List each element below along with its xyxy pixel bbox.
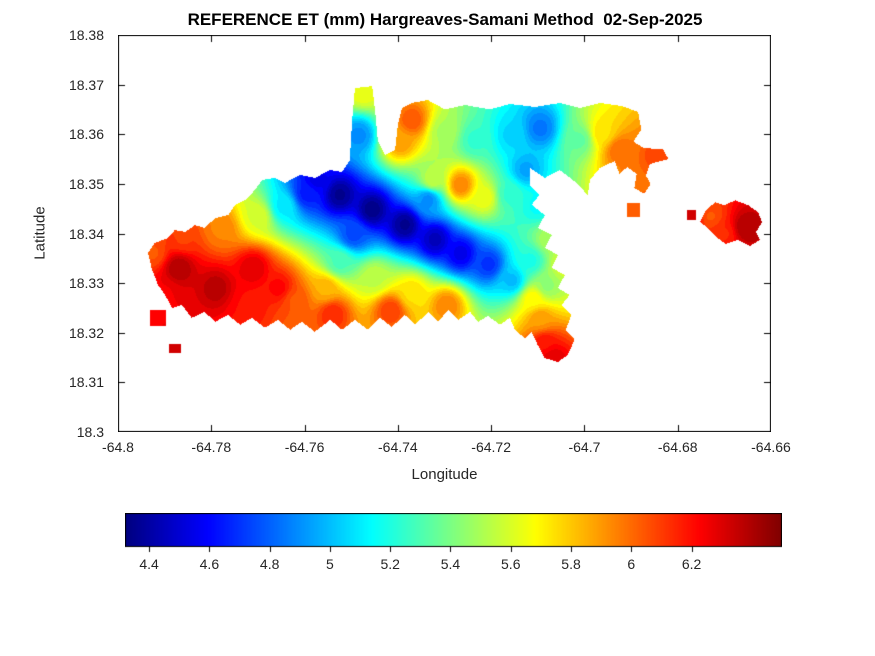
plot-title: REFERENCE ET (mm) Hargreaves-Samani Meth…	[187, 10, 703, 29]
colorbar-tick-label: 5	[326, 556, 334, 572]
x-tick-label: -64.7	[568, 439, 601, 455]
colorbar-tick-label: 5.4	[440, 556, 461, 572]
colorbar-tick-label: 6	[627, 556, 636, 572]
x-tick-label: -64.66	[751, 439, 791, 455]
colorbar-tick-label: 6.2	[681, 556, 702, 572]
x-axis-ticks: -64.8 -64.78 -64.76 -64.74 -64.72 -64.7 -64.68…	[102, 439, 791, 459]
y-tick-label: 18.31	[68, 374, 104, 391]
y-axis-ticks: 18.38 18.37 18.36 18.35 18.34 18.33 18.32 18.31…	[0, 27, 110, 440]
y-tick-label: 18.37	[68, 76, 104, 93]
colorbar-tick-label: 4.8	[259, 556, 280, 572]
y-tick-label: 18.3	[76, 424, 104, 440]
et-contour-map-canvas	[118, 35, 771, 432]
x-tick-label: -64.74	[377, 439, 418, 455]
y-tick-label: 18.34	[68, 225, 104, 242]
colorbar-canvas	[125, 513, 782, 553]
x-tick-label: -64.72	[471, 439, 511, 455]
colorbar-tick-label: 5.2	[380, 556, 400, 572]
x-tick-label: -64.78	[191, 439, 232, 455]
colorbar-tick-label: 4.4	[139, 556, 159, 572]
colorbar-tick-label: 4.6	[199, 556, 220, 572]
colorbar-tick-labels: 4.4 4.6 4.8 5 5.2 5.4 5.6 5.8 6 6.2	[125, 556, 782, 576]
x-tick-label: -64.8	[102, 439, 134, 455]
y-tick-label: 18.32	[68, 324, 104, 341]
y-tick-label: 18.38	[68, 27, 104, 43]
colorbar-tick-label: 5.8	[561, 556, 581, 572]
x-tick-label: -64.76	[284, 439, 325, 455]
x-axis-label: Longitude	[411, 466, 478, 483]
x-tick-label: -64.68	[657, 439, 698, 455]
y-tick-label: 18.36	[68, 126, 104, 143]
y-tick-label: 18.33	[68, 275, 104, 292]
y-tick-label: 18.35	[68, 175, 104, 192]
colorbar-tick-label: 5.6	[501, 556, 521, 572]
